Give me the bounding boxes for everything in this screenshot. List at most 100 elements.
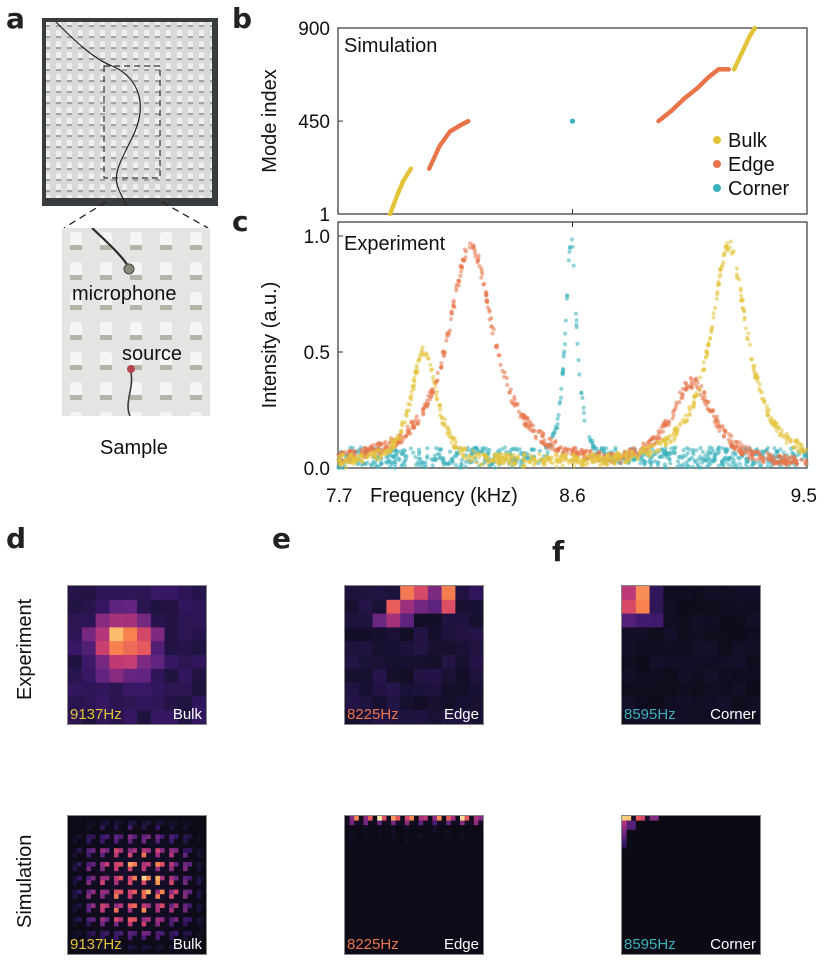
heatmap-cell (127, 825, 133, 831)
heatmap-cell (391, 857, 396, 863)
heatmap-cell (358, 949, 364, 954)
heatmap-cell (150, 829, 156, 835)
heatmap-cell (460, 825, 465, 831)
heatmap-cell (423, 871, 429, 877)
heatmap-cell (622, 885, 627, 890)
heatmap-cell (441, 613, 456, 628)
heatmap-cell (372, 875, 378, 881)
heatmap-cell (363, 871, 369, 877)
heatmap-cell (100, 866, 106, 872)
heatmap-cell (709, 875, 715, 881)
series-corner (569, 118, 576, 124)
heatmap-cell (146, 862, 152, 867)
data-point (341, 452, 346, 458)
heatmap-cell (137, 898, 142, 904)
heatmap-cell (377, 875, 383, 881)
heatmap-cell (377, 862, 383, 867)
heatmap-cell (81, 940, 87, 946)
heatmap-cell (464, 931, 470, 936)
heatmap-cell (155, 875, 161, 881)
data-point (687, 457, 693, 462)
heatmap-cell (377, 871, 383, 877)
heatmap-cell (409, 820, 415, 826)
heatmap-cell (626, 857, 632, 863)
heatmap-cell (714, 843, 719, 849)
data-point (479, 269, 484, 274)
heatmap-cell (377, 944, 383, 950)
heatmap-cell (478, 816, 483, 821)
data-point (798, 441, 803, 447)
heatmap-cell (691, 834, 696, 840)
heatmap-cell (381, 820, 387, 826)
heatmap-cell (68, 599, 83, 614)
heatmap-cell (672, 871, 678, 877)
heatmap-cell (478, 889, 483, 895)
heatmap-cell (437, 949, 442, 954)
heatmap-cell (409, 894, 415, 900)
heatmap-cell (141, 843, 147, 849)
heatmap-cell (123, 655, 138, 670)
heatmap-cell (123, 848, 129, 854)
heatmap-cell (658, 857, 664, 863)
heatmap-cell (104, 944, 110, 950)
heatmap-cell (450, 935, 456, 941)
heatmap-cell (196, 820, 202, 826)
zoom-lines (63, 201, 209, 229)
simulation-map-bulk: 9137Hz Bulk (67, 815, 207, 955)
heatmap-cell (363, 926, 369, 932)
heatmap-cell (441, 829, 447, 835)
data-point (355, 462, 360, 467)
heatmap-cell (201, 889, 206, 895)
heatmap-cell (654, 839, 660, 844)
heatmap-cell (432, 857, 438, 863)
heatmap-cell (354, 820, 360, 826)
heatmap-cell (196, 940, 202, 946)
heatmap-cell (423, 848, 429, 854)
heatmap-cell (95, 839, 101, 844)
heatmap-cell (155, 889, 161, 895)
heatmap-cell (704, 820, 710, 826)
heatmap-cell (178, 894, 184, 900)
heatmap-cell (386, 820, 392, 826)
heatmap-cell (178, 668, 193, 683)
heatmap-cell (691, 627, 706, 642)
heatmap-cell (469, 931, 475, 936)
heatmap-cell (377, 912, 383, 918)
heatmap-cell (95, 829, 101, 835)
heatmap-cell (146, 926, 152, 932)
heatmap-cell (183, 917, 188, 923)
heatmap-cell (414, 885, 419, 890)
data-point (613, 445, 618, 451)
heatmap-cell (446, 898, 452, 904)
heatmap-cell (704, 839, 710, 844)
heatmap-cell (432, 912, 438, 918)
heatmap-cell (695, 843, 701, 849)
heatmap-cell (358, 862, 364, 867)
heatmap-cell (381, 926, 387, 932)
heatmap-cell (192, 599, 206, 614)
heatmap-cell (635, 839, 641, 844)
heatmap-cell (127, 885, 133, 890)
heatmap-cell (345, 921, 350, 927)
heatmap-cell (645, 885, 650, 890)
heatmap-cell (141, 894, 147, 900)
data-point (781, 450, 786, 455)
heatmap-cell (741, 857, 747, 863)
heatmap-cell (91, 862, 96, 867)
heatmap-cell (86, 880, 92, 886)
heatmap-cell (183, 889, 188, 895)
heatmap-cell (395, 852, 401, 858)
heatmap-cell (187, 885, 193, 890)
heatmap-cell (104, 917, 110, 923)
heatmap-cell (146, 898, 152, 904)
heatmap-cell (345, 880, 350, 886)
heatmap-cell (404, 852, 410, 858)
heatmap-cell (349, 880, 355, 886)
heatmap-cell (109, 871, 115, 877)
heatmap-cell (192, 931, 198, 936)
heatmap-cell (345, 613, 360, 628)
heatmap-cell (423, 931, 429, 936)
heatmap-cell (469, 949, 475, 954)
heatmap-cell (455, 871, 461, 877)
heatmap-cell (478, 852, 483, 858)
